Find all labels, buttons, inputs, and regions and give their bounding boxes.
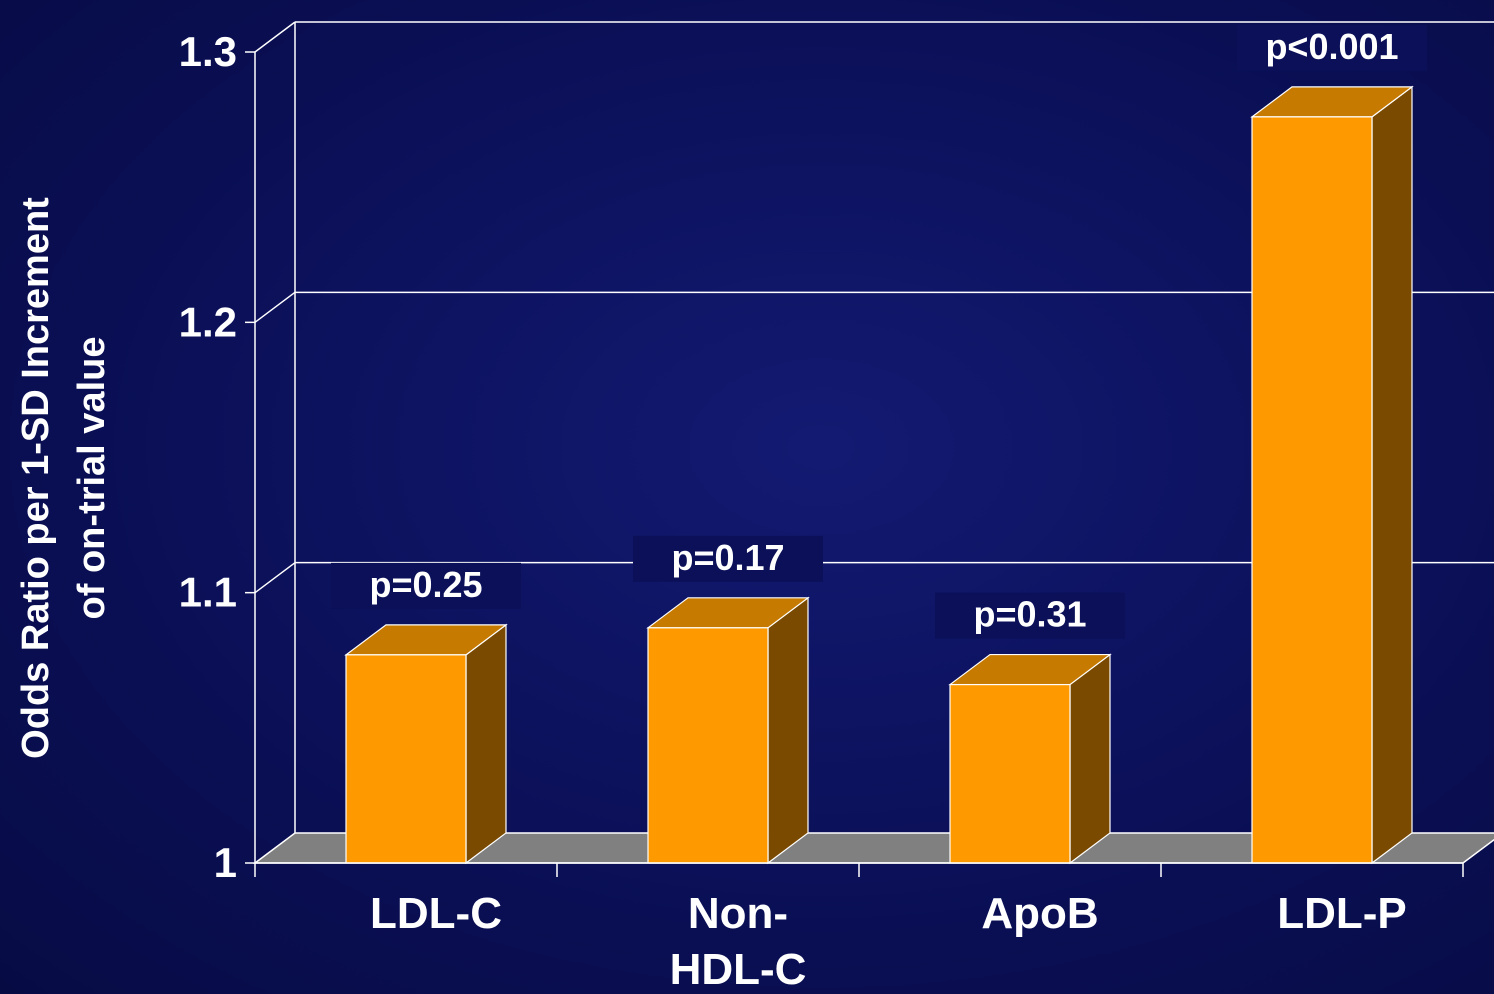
y-tick-label: 1.1 bbox=[179, 569, 237, 616]
x-category-label: HDL-C bbox=[670, 945, 807, 994]
bar-front bbox=[647, 627, 769, 864]
p-value-backdrop bbox=[935, 592, 1125, 639]
gridline-connector bbox=[254, 562, 296, 594]
bar-front bbox=[949, 683, 1071, 864]
bar-side bbox=[1069, 653, 1111, 865]
axes bbox=[245, 51, 1464, 877]
p-value-label: p=0.17 bbox=[671, 537, 784, 578]
p-value-label: p=0.25 bbox=[369, 564, 482, 605]
bar-non-hdl-c bbox=[646, 596, 810, 865]
y-tick-label: 1.3 bbox=[179, 28, 237, 75]
p-value-label: p<0.001 bbox=[1265, 26, 1398, 67]
p-value-backdrop bbox=[633, 535, 823, 582]
p-value-label: p=0.31 bbox=[973, 594, 1086, 635]
y-tick-label: 1 bbox=[214, 839, 237, 886]
labels: 1 1.1 1.2 1.3 p=0.25 LDL-C p=0.17 Non- HDL-C p=0.… bbox=[15, 24, 1427, 994]
p-value-backdrop bbox=[1237, 24, 1427, 71]
y-tick-label: 1.2 bbox=[179, 298, 237, 345]
bar-side bbox=[767, 596, 809, 865]
bars bbox=[344, 85, 1414, 865]
bar-front bbox=[345, 654, 467, 864]
x-category-label: LDL-P bbox=[1277, 889, 1407, 938]
bar-side bbox=[1371, 85, 1413, 865]
bar-side bbox=[465, 623, 507, 865]
bar-ldl-p bbox=[1250, 85, 1414, 865]
gridline-connector bbox=[254, 21, 296, 53]
x-category-label: ApoB bbox=[981, 889, 1098, 938]
bar-ldl-c bbox=[344, 623, 508, 865]
x-category-label: LDL-C bbox=[370, 889, 502, 938]
p-value-backdrop bbox=[331, 562, 521, 609]
gridline-connector bbox=[254, 291, 296, 323]
y-axis-title: of on-trial value bbox=[71, 337, 113, 620]
bar-front bbox=[1251, 116, 1373, 864]
y-axis-title: Odds Ratio per 1-SD Increment bbox=[15, 197, 57, 759]
bar-apob bbox=[948, 653, 1112, 865]
x-category-label: Non- bbox=[688, 889, 788, 938]
